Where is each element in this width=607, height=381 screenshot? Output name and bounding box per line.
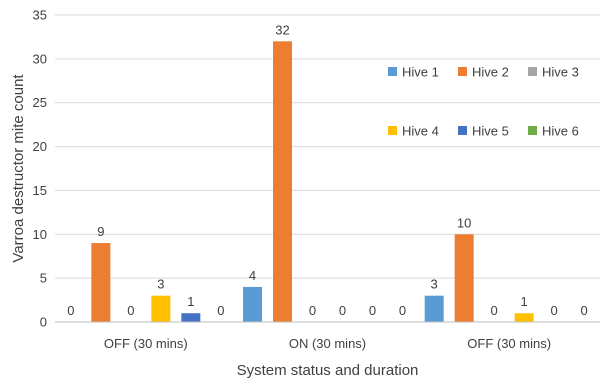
y-tick-label: 35 [33, 8, 47, 23]
bar-hive-2 [91, 243, 111, 322]
legend-label: Hive 3 [542, 65, 579, 80]
y-axis-ticks: 0 5 10 15 20 25 30 35 [33, 8, 47, 330]
data-label: 0 [309, 303, 316, 318]
bar-hive-4 [151, 295, 171, 322]
legend-label: Hive 4 [402, 124, 439, 139]
legend-swatch [528, 67, 537, 76]
data-label: 3 [431, 277, 438, 292]
data-label: 3 [157, 277, 164, 292]
y-tick-label: 25 [33, 95, 47, 110]
data-label: 0 [399, 303, 406, 318]
x-tick-label: ON (30 mins) [289, 336, 366, 351]
legend-swatch [388, 67, 397, 76]
y-tick-label: 10 [33, 227, 47, 242]
bar-hive-5 [181, 313, 201, 322]
legend-swatch [388, 126, 397, 135]
bar-hive-1 [243, 286, 262, 322]
legend-swatch [528, 126, 537, 135]
x-axis-title: System status and duration [237, 362, 419, 379]
data-label: 0 [369, 303, 376, 318]
y-tick-label: 15 [33, 183, 47, 198]
y-tick-label: 5 [40, 271, 47, 286]
x-tick-label: OFF (30 mins) [467, 336, 551, 351]
data-label: 1 [521, 294, 528, 309]
data-label: 0 [127, 303, 134, 318]
y-tick-label: 0 [40, 315, 47, 330]
data-label: 0 [67, 303, 74, 318]
y-axis-title: Varroa destructor mite count [10, 74, 27, 263]
legend: Hive 1 Hive 2 Hive 3 Hive 4 Hive 5 Hive 6 [388, 65, 579, 139]
legend-swatch [458, 126, 467, 135]
data-label: 0 [491, 303, 498, 318]
legend-swatch [458, 67, 467, 76]
y-tick-label: 30 [33, 51, 47, 66]
bars [91, 41, 534, 323]
legend-label: Hive 2 [472, 65, 509, 80]
y-tick-label: 20 [33, 139, 47, 154]
legend-label: Hive 6 [542, 124, 579, 139]
legend-label: Hive 5 [472, 124, 509, 139]
data-label: 0 [217, 303, 224, 318]
data-label: 1 [187, 294, 194, 309]
data-label: 32 [275, 22, 289, 37]
data-label: 0 [339, 303, 346, 318]
legend-label: Hive 1 [402, 65, 439, 80]
bar-hive-4 [514, 313, 534, 322]
data-label: 4 [249, 268, 256, 283]
bar-hive-1 [424, 295, 444, 322]
data-label: 0 [581, 303, 588, 318]
x-tick-label: OFF (30 mins) [104, 336, 188, 351]
data-label: 0 [551, 303, 558, 318]
x-axis-ticks: OFF (30 mins) ON (30 mins) OFF (30 mins) [104, 336, 551, 351]
data-label: 9 [97, 224, 104, 239]
gridlines [55, 14, 600, 279]
bar-hive-2 [273, 41, 292, 323]
bar-hive-2 [454, 234, 474, 322]
data-label: 10 [457, 215, 471, 230]
